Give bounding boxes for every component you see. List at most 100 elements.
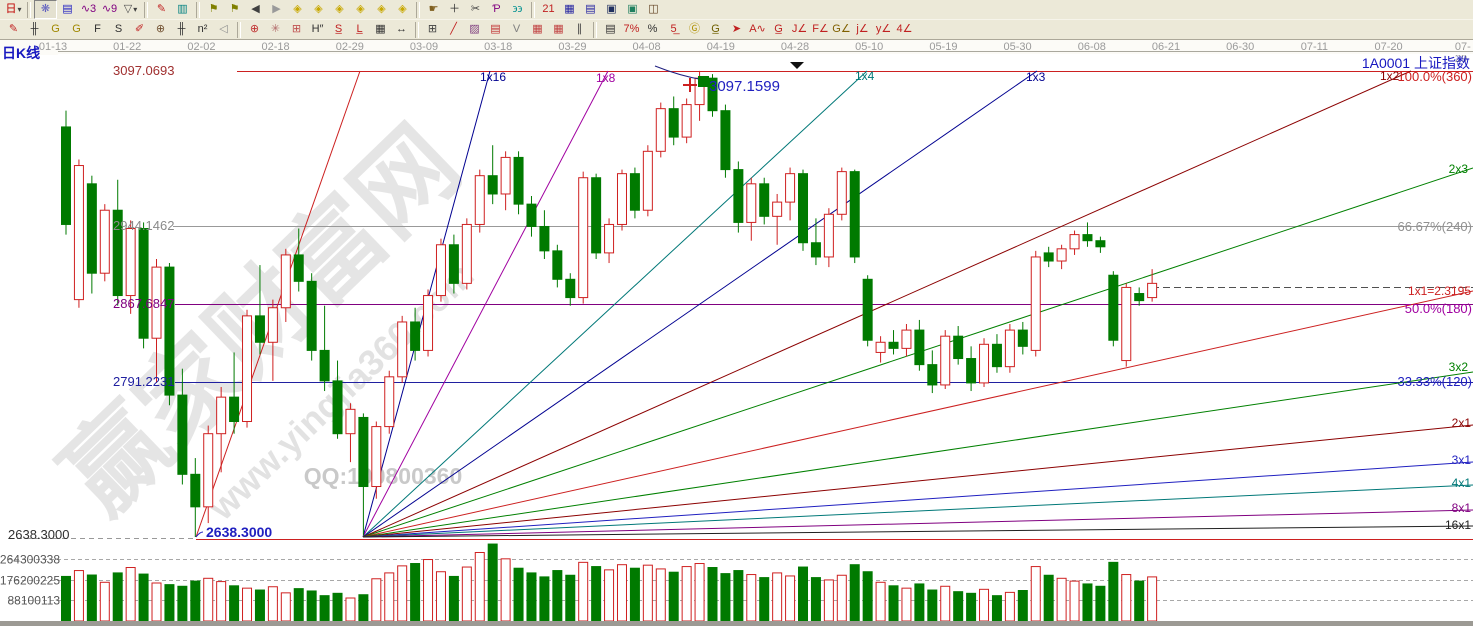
red-grid-2-icon[interactable]: ▦ bbox=[553, 23, 564, 35]
gann-wheel-icon[interactable]: ⊕ bbox=[155, 23, 166, 35]
volume-bar bbox=[99, 581, 110, 622]
compress-bars-icon[interactable]: ◈ bbox=[398, 3, 407, 15]
gann-fan-4x1 bbox=[362, 484, 1473, 538]
crosshair-icon[interactable]: ＋ bbox=[449, 3, 460, 15]
candle-body bbox=[61, 126, 71, 225]
width-measure-icon[interactable]: ↔ bbox=[396, 23, 407, 35]
line-comb-icon[interactable]: ╫ bbox=[177, 23, 186, 35]
high-square-marker bbox=[698, 76, 709, 87]
spiral-icon[interactable]: S bbox=[114, 23, 123, 35]
color-histogram-icon[interactable]: ▥ bbox=[177, 3, 188, 15]
grid-target-icon[interactable]: ⊞ bbox=[291, 23, 302, 35]
filter-dropdown-icon[interactable]: ▽ ▾ bbox=[123, 3, 138, 15]
scissors-icon[interactable]: ✂ bbox=[470, 3, 481, 15]
candle-body bbox=[616, 173, 627, 225]
copy-icon[interactable]: ▣ bbox=[627, 3, 638, 15]
gold-angle-icon[interactable]: G∠ bbox=[832, 23, 851, 35]
save-icon[interactable]: ▣ bbox=[606, 3, 617, 15]
report-table-icon[interactable]: ▤ bbox=[585, 3, 596, 15]
pattern-recognition-icon[interactable]: ❋ bbox=[34, 0, 57, 19]
si-angle-icon[interactable]: 4∠ bbox=[896, 23, 913, 35]
gann-fan-2x1 bbox=[362, 424, 1473, 538]
gold-underline-icon[interactable]: G̲ bbox=[774, 23, 783, 35]
ribbon-tool-icon[interactable]: Ƥ bbox=[492, 3, 501, 15]
volume-bar bbox=[733, 570, 744, 622]
circle-cross-icon[interactable]: ⊕ bbox=[249, 23, 260, 35]
ying-angle-icon[interactable]: y∠ bbox=[875, 23, 892, 35]
j-angle-icon[interactable]: J∠ bbox=[791, 23, 808, 35]
wave-9-icon[interactable]: ∿9 bbox=[101, 3, 118, 15]
percent-icon[interactable]: % bbox=[647, 23, 658, 35]
nav-back-icon[interactable]: ◀ bbox=[251, 3, 260, 15]
teal-pattern-icon[interactable]: ϶϶ bbox=[512, 3, 523, 15]
h-marks-icon[interactable]: H″ bbox=[311, 23, 324, 35]
n-squared-icon[interactable]: n² bbox=[197, 23, 208, 35]
brush-tool-icon[interactable]: ✎ bbox=[8, 23, 19, 35]
shen-tool-icon[interactable]: S̲ bbox=[334, 23, 343, 35]
volume-bar bbox=[125, 567, 136, 622]
starburst-icon[interactable]: ✳ bbox=[270, 23, 281, 35]
info-report-icon[interactable]: ▤ bbox=[62, 3, 73, 15]
v-check-icon[interactable]: V bbox=[512, 23, 521, 35]
horizontal-scrollbar[interactable] bbox=[0, 621, 1473, 626]
parallel-lines-icon[interactable]: ∥ bbox=[576, 23, 583, 35]
nav-forward-icon[interactable]: ▶ bbox=[272, 3, 281, 15]
period-day-selector-icon[interactable]: 日 ▾ bbox=[5, 3, 22, 15]
volume-bar bbox=[681, 566, 692, 622]
jin-angle-icon[interactable]: j∠ bbox=[856, 23, 869, 35]
fibonacci-icon[interactable]: F bbox=[94, 23, 101, 35]
date-tick-label: 04-08 bbox=[632, 41, 661, 53]
wave-3-icon[interactable]: ∿3 bbox=[80, 3, 97, 15]
lan-tool-icon[interactable]: L̲ bbox=[356, 23, 363, 35]
date-tick-label: 04-19 bbox=[706, 41, 735, 53]
red-brush-icon[interactable]: ✐ bbox=[134, 23, 145, 35]
pan-right-icon[interactable]: ◈ bbox=[314, 3, 323, 15]
price-labels: 3097.0693 100.0%(360) 2944.1462 66.67%(240)… bbox=[8, 63, 1472, 542]
calendar-21-icon[interactable]: 21 bbox=[542, 3, 555, 15]
volume-bar bbox=[772, 572, 783, 622]
percent-five-icon[interactable]: 5̲ bbox=[670, 23, 677, 35]
arrow-pen-icon[interactable]: ➤ bbox=[731, 23, 742, 35]
red-grid-icon[interactable]: ▦ bbox=[532, 23, 543, 35]
hatch-icon[interactable]: ▨ bbox=[469, 23, 480, 35]
sketch-pen-icon[interactable]: ✎ bbox=[156, 3, 167, 15]
pan-left-icon[interactable]: ◈ bbox=[293, 3, 302, 15]
hand-tool-icon[interactable]: ☛ bbox=[428, 3, 439, 15]
candle-body bbox=[966, 358, 977, 384]
gann-box-icon[interactable]: ▤ bbox=[605, 23, 616, 35]
candle-body bbox=[979, 343, 990, 384]
angle-ruler-icon[interactable]: ◁ bbox=[219, 23, 228, 35]
candle-body bbox=[151, 266, 162, 339]
speed-fan-icon[interactable]: ╱ bbox=[450, 23, 457, 35]
volume-bar bbox=[1147, 576, 1158, 622]
gold-circle-icon[interactable]: Ⓖ bbox=[689, 23, 700, 35]
candle-body bbox=[668, 108, 679, 138]
volume-bar bbox=[1043, 574, 1054, 622]
candle-body bbox=[1095, 240, 1106, 248]
f-angle-icon[interactable]: F∠ bbox=[812, 23, 829, 35]
zoom-out-icon[interactable]: ◈ bbox=[356, 3, 365, 15]
a-wave-icon[interactable]: A∿ bbox=[749, 23, 766, 35]
volume-bar bbox=[526, 572, 537, 622]
candle-body bbox=[86, 183, 97, 274]
gold-lines-icon[interactable]: G̲ bbox=[711, 23, 720, 35]
retrace-lines-icon[interactable]: ▤ bbox=[490, 23, 501, 35]
candle-body bbox=[99, 209, 110, 274]
flag-first-icon[interactable]: ⚑ bbox=[208, 3, 219, 15]
gann-grid-icon[interactable]: ╫ bbox=[30, 23, 39, 35]
flag-last-icon[interactable]: ⚑ bbox=[229, 3, 240, 15]
grid-add-icon[interactable]: ⊞ bbox=[427, 23, 438, 35]
percent-down-icon[interactable]: 7% bbox=[623, 23, 640, 35]
zoom-in-icon[interactable]: ◈ bbox=[335, 3, 344, 15]
grid-123-icon[interactable]: ▦ bbox=[375, 23, 386, 35]
grid-table-icon[interactable]: ▦ bbox=[564, 3, 575, 15]
volume-bar bbox=[229, 585, 240, 622]
export-image-icon[interactable]: ◫ bbox=[648, 3, 659, 15]
gann-fan-label: 1x2 bbox=[1380, 69, 1400, 83]
gold-ratio-icon[interactable]: G bbox=[51, 23, 60, 35]
expand-bars-icon[interactable]: ◈ bbox=[377, 3, 386, 15]
low-pointer bbox=[195, 531, 204, 538]
gold-ratio-2-icon[interactable]: G bbox=[72, 23, 81, 35]
candle-body bbox=[371, 426, 382, 488]
